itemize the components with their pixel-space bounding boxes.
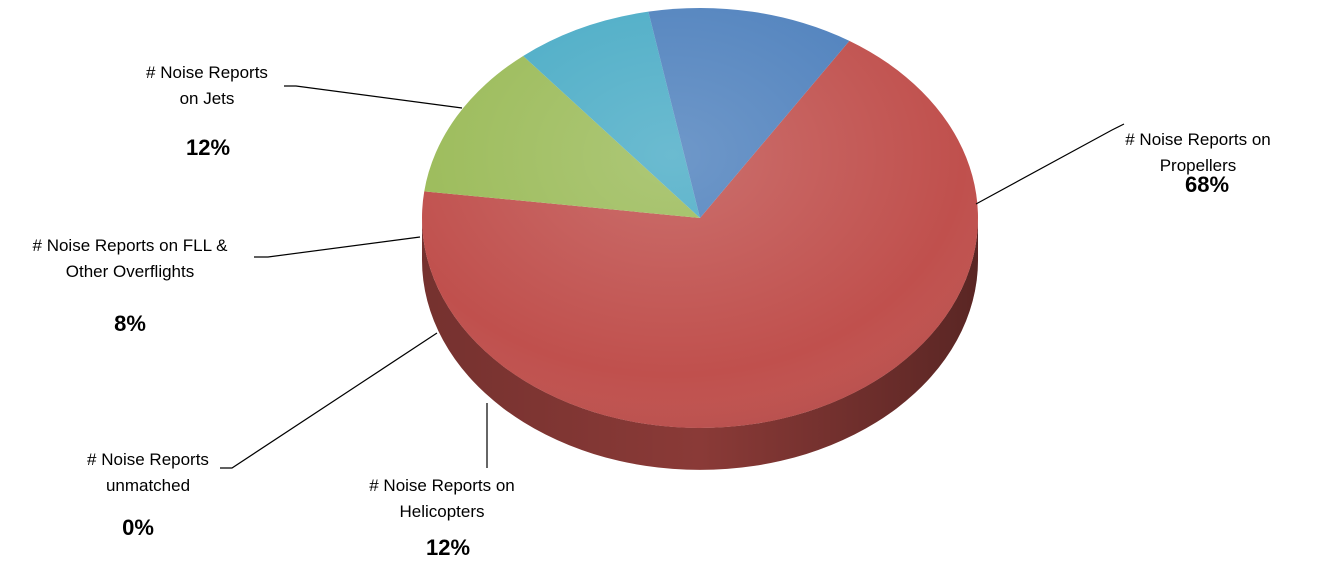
slice-label-0: # Noise Reports on Propellers	[1125, 130, 1271, 175]
leader-line-0	[975, 123, 1125, 205]
slice-percent-2: 0%	[122, 515, 154, 540]
slice-label-line: unmatched	[106, 476, 190, 495]
slice-percent-1: 12%	[426, 535, 470, 560]
slice-label-line: # Noise Reports on	[369, 476, 515, 495]
slice-label-line: Propellers	[1160, 156, 1237, 175]
slice-label-line: # Noise Reports	[146, 63, 268, 82]
slice-label-line: # Noise Reports	[87, 450, 209, 469]
pie-highlight	[421, 7, 978, 429]
slice-label-line: on Jets	[180, 89, 235, 108]
leader-line-4	[284, 85, 463, 109]
slice-label-2: # Noise Reports unmatched	[87, 450, 209, 495]
slice-label-4: # Noise Reports on Jets	[146, 63, 268, 108]
slice-percent-4: 12%	[186, 135, 230, 160]
leader-lines	[220, 85, 1125, 469]
slice-label-1: # Noise Reports on Helicopters	[369, 476, 515, 521]
slice-label-line: # Noise Reports on FLL &	[33, 236, 229, 255]
slice-side-shade-0	[422, 218, 978, 470]
pie-sides	[422, 218, 978, 470]
slice-percent-0: 68%	[1185, 172, 1229, 197]
leader-line-3	[254, 236, 421, 258]
slice-label-line: Helicopters	[399, 502, 484, 521]
slice-percent-3: 8%	[114, 311, 146, 336]
slice-label-line: Other Overflights	[66, 262, 195, 281]
slice-label-3: # Noise Reports on FLL & Other Overflight…	[33, 236, 229, 281]
leader-line-2	[220, 332, 438, 469]
slice-label-line: # Noise Reports on	[1125, 130, 1271, 149]
